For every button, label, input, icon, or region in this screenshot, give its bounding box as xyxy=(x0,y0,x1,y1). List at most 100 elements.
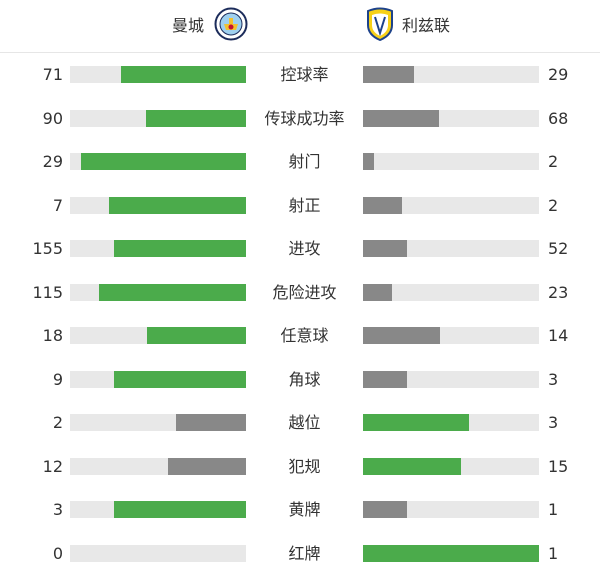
stat-row: 0 红牌 1 xyxy=(0,539,600,569)
home-value: 71 xyxy=(42,65,63,84)
home-value: 12 xyxy=(42,456,63,476)
stat-label: 传球成功率 xyxy=(264,108,345,128)
home-bar-fill xyxy=(145,109,246,127)
away-bar-track xyxy=(363,66,539,83)
home-bar-track xyxy=(70,370,246,388)
home-bar-track xyxy=(70,457,246,475)
stat-row: 155 进攻 52 xyxy=(0,234,600,264)
home-value: 3 xyxy=(52,500,63,519)
home-team[interactable]: 曼城 xyxy=(172,7,248,41)
away-bar-fill xyxy=(363,109,439,127)
home-bar-fill xyxy=(121,66,246,83)
away-value: 3 xyxy=(548,413,559,432)
away-value: 3 xyxy=(548,369,559,389)
home-bar-track xyxy=(70,544,246,562)
home-bar-track xyxy=(70,414,246,431)
stat-row: 7 射正 2 xyxy=(0,191,600,221)
stat-row: 3 黄牌 1 xyxy=(0,495,600,525)
stat-label: 黄牌 xyxy=(288,500,321,519)
home-bar-track xyxy=(70,66,246,83)
away-bar-track xyxy=(363,196,539,214)
away-bar-fill xyxy=(363,327,440,344)
stat-row: 9 角球 3 xyxy=(0,365,600,395)
home-team-name: 曼城 xyxy=(172,16,205,35)
home-value: 115 xyxy=(32,282,63,302)
away-team[interactable]: 利兹联 xyxy=(365,7,451,41)
stat-label: 越位 xyxy=(288,413,321,432)
home-value: 18 xyxy=(42,326,63,345)
stat-label: 射正 xyxy=(288,195,321,215)
home-bar-track xyxy=(70,196,246,214)
away-bar-track xyxy=(363,544,539,562)
home-bar-fill xyxy=(99,283,246,301)
home-value: 2 xyxy=(52,413,63,432)
home-bar-fill xyxy=(114,501,246,518)
home-bar-fill xyxy=(147,327,246,344)
away-bar-track xyxy=(363,327,539,344)
away-value: 15 xyxy=(548,456,569,476)
stat-row: 2 越位 3 xyxy=(0,408,600,438)
home-value: 0 xyxy=(52,543,63,563)
away-value: 23 xyxy=(548,282,569,302)
away-bar-track xyxy=(363,457,539,475)
home-bar-fill xyxy=(114,370,246,388)
away-bar-fill xyxy=(363,501,407,518)
stat-label: 犯规 xyxy=(288,456,321,476)
home-value: 9 xyxy=(52,369,63,389)
home-bar-fill xyxy=(167,457,246,475)
stat-label: 控球率 xyxy=(280,65,329,84)
stat-label: 危险进攻 xyxy=(272,282,337,302)
away-value: 1 xyxy=(548,500,559,519)
home-bar-fill xyxy=(175,414,246,431)
away-value: 68 xyxy=(548,108,569,128)
away-bar-fill xyxy=(363,457,461,475)
manchester-city-crest-icon xyxy=(214,7,248,41)
away-value: 52 xyxy=(548,239,569,258)
home-value: 155 xyxy=(32,239,63,258)
away-bar-track xyxy=(363,240,539,257)
away-team-name: 利兹联 xyxy=(402,16,451,35)
away-value: 1 xyxy=(548,543,559,563)
header-divider xyxy=(0,52,600,53)
stat-label: 红牌 xyxy=(288,543,321,563)
stat-row: 29 射门 2 xyxy=(0,147,600,177)
away-bar-track xyxy=(363,109,539,127)
away-value: 2 xyxy=(548,152,559,171)
away-bar-track xyxy=(363,283,539,301)
away-bar-fill xyxy=(363,414,469,431)
stat-row: 18 任意球 14 xyxy=(0,321,600,351)
home-bar-fill xyxy=(109,196,246,214)
away-bar-track xyxy=(363,414,539,431)
away-bar-fill xyxy=(363,153,375,170)
home-bar-fill xyxy=(114,240,246,257)
home-bar-track xyxy=(70,109,246,127)
home-value: 29 xyxy=(42,152,63,171)
home-bar-track xyxy=(70,283,246,301)
away-bar-fill xyxy=(363,66,415,83)
away-bar-track xyxy=(363,370,539,388)
stat-label: 射门 xyxy=(288,152,321,171)
stat-row: 12 犯规 15 xyxy=(0,452,600,482)
stat-label: 进攻 xyxy=(288,239,321,258)
home-bar-track xyxy=(70,327,246,344)
stat-label: 角球 xyxy=(288,369,321,389)
away-bar-fill xyxy=(363,544,539,562)
away-value: 14 xyxy=(548,326,569,345)
away-bar-track xyxy=(363,153,539,170)
leeds-united-crest-icon xyxy=(367,7,393,41)
away-value: 2 xyxy=(548,195,559,215)
home-value: 7 xyxy=(52,195,63,215)
home-bar-fill xyxy=(81,153,246,170)
away-bar-track xyxy=(363,501,539,518)
stat-row: 71 控球率 29 xyxy=(0,60,600,90)
away-value: 29 xyxy=(548,65,569,84)
away-bar-fill xyxy=(363,240,408,257)
away-bar-fill xyxy=(363,196,403,214)
home-bar-track xyxy=(70,240,246,257)
stat-label: 任意球 xyxy=(280,326,329,345)
away-bar-fill xyxy=(363,283,393,301)
home-bar-track xyxy=(70,153,246,170)
home-bar-track xyxy=(70,501,246,518)
stat-row: 115 危险进攻 23 xyxy=(0,278,600,308)
